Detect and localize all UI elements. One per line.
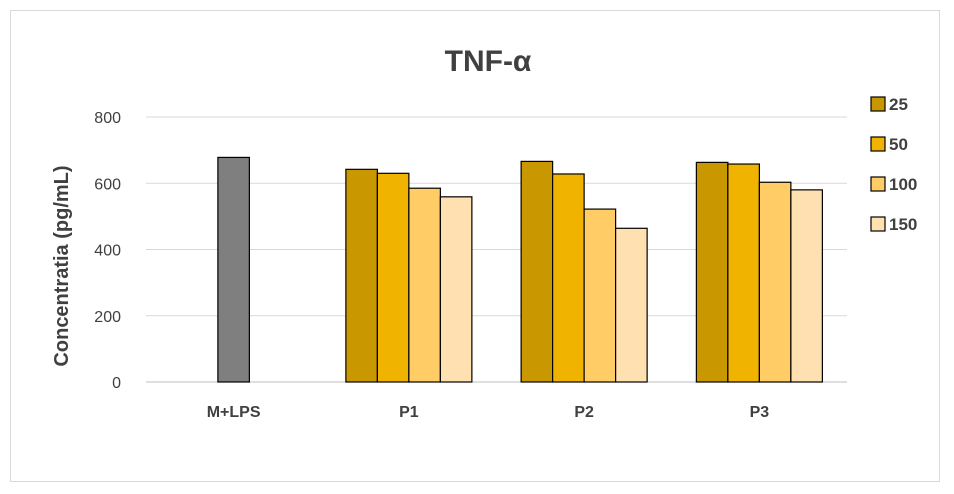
legend: 25 50 100 150 [870,95,917,234]
y-tick-label: 0 [112,375,121,392]
bar-25 [695,161,729,383]
chart-frame: TNF-α Concentratia (pg/mL) 0 200 400 600 800… [10,10,940,482]
y-axis-label: Concentratia (pg/mL) [51,165,73,366]
bar-50 [376,172,410,383]
legend-label: 50 [889,135,908,154]
legend-swatch [870,216,886,232]
bar-100 [758,181,792,383]
y-tick-label: 400 [94,243,121,260]
x-category-label: P3 [750,404,770,421]
y-tick-label: 200 [94,309,121,326]
legend-swatch [870,136,886,152]
x-category-label: P2 [574,404,594,421]
legend-swatch [870,96,886,112]
bar-150 [615,227,648,383]
y-tick-label: 800 [94,110,121,127]
bar-25 [345,168,378,383]
chart-title: TNF-α [445,45,532,78]
y-axis-ticks: 0 200 400 600 800 [94,110,121,392]
bar-150 [439,196,473,383]
bar-150 [790,189,823,383]
legend-swatch [870,176,886,192]
y-tick-label: 600 [94,176,121,193]
bar-100 [408,187,441,383]
legend-label: 150 [889,215,917,234]
bar-25 [520,160,554,383]
x-category-label: P1 [399,404,419,421]
bar-50 [727,163,760,383]
legend-label: 25 [889,95,908,114]
x-category-label: M+LPS [207,404,261,421]
bars [217,156,823,383]
bar-chart: TNF-α Concentratia (pg/mL) 0 200 400 600 800… [51,45,917,421]
x-axis-categories: M+LPS P1 P2 P3 [207,404,770,421]
bar-control [217,156,250,383]
bar-50 [552,173,585,383]
legend-label: 100 [889,175,917,194]
bar-100 [583,208,617,383]
